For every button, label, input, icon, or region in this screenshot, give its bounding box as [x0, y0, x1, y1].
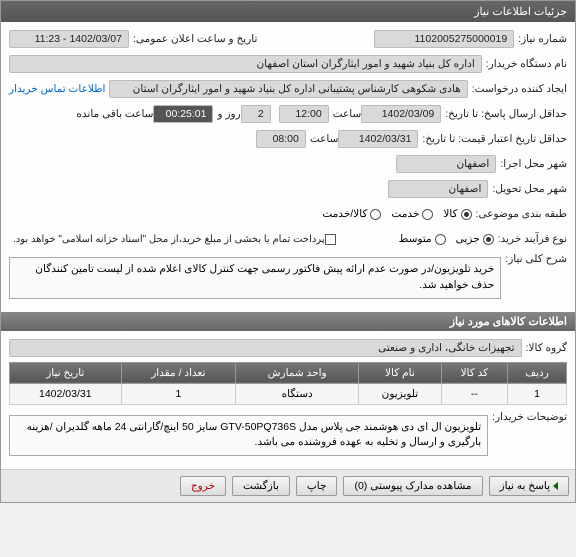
table-row[interactable]: 1 -- تلویزیون دستگاه 1 1402/03/31	[10, 383, 567, 404]
days-label: روز و	[213, 108, 240, 120]
req-creator-field: هادی شکوهی کارشناس پشتیبانی اداره کل بنی…	[109, 80, 467, 98]
td-code: --	[441, 383, 507, 404]
validity-time-field: 08:00	[256, 130, 306, 148]
goods-area: گروه کالا: تجهیزات خانگی، اداری و صنعتی …	[1, 331, 575, 470]
td-qty: 1	[121, 383, 236, 404]
exec-city-field: اصفهان	[396, 155, 496, 173]
payment-note: پرداخت تمام یا بخشی از مبلغ خرید،از محل …	[9, 234, 325, 245]
exec-city-label: شهر محل اجرا:	[496, 158, 567, 170]
days-field: 2	[241, 105, 271, 123]
cat-goods-radio[interactable]: کالا	[443, 208, 471, 220]
radio-icon	[461, 209, 472, 220]
th-date: تاریخ نیاز	[10, 362, 122, 383]
respond-button[interactable]: پاسخ به نیاز	[489, 476, 569, 496]
radio-icon	[422, 209, 433, 220]
need-desc-box: خرید تلویزیون/در صورت عدم ارائه پیش فاکت…	[9, 257, 501, 299]
th-code: کد کالا	[441, 362, 507, 383]
td-row: 1	[508, 383, 567, 404]
need-desc-label: شرح کلی نیاز:	[501, 253, 567, 265]
window-title: جزئیات اطلاعات نیاز	[474, 6, 567, 18]
req-creator-label: ایجاد کننده درخواست:	[468, 83, 567, 95]
th-qty: تعداد / مقدار	[121, 362, 236, 383]
print-button[interactable]: چاپ	[296, 476, 338, 496]
deadline-date-field: 1402/03/09	[361, 105, 441, 123]
attachments-button[interactable]: مشاهده مدارک پیوستی (0)	[343, 476, 482, 496]
td-unit: دستگاه	[236, 383, 359, 404]
buyer-notes-label: توضیحات خریدار:	[488, 411, 567, 423]
time-label-2: ساعت	[306, 133, 339, 145]
goods-table: ردیف کد کالا نام کالا واحد شمارش تعداد /…	[9, 362, 567, 405]
td-date: 1402/03/31	[10, 383, 122, 404]
proc-medium-radio[interactable]: متوسط	[399, 233, 446, 245]
remaining-label: ساعت باقی مانده	[72, 108, 153, 120]
radio-icon	[435, 234, 446, 245]
time-label-1: ساعت	[329, 108, 362, 120]
delivery-city-label: شهر محل تحویل:	[488, 183, 567, 195]
countdown-field: 00:25:01	[153, 105, 213, 123]
th-row: ردیف	[508, 362, 567, 383]
deadline-time-field: 12:00	[279, 105, 329, 123]
exit-button[interactable]: خروج	[180, 476, 226, 496]
process-radio-group: جزیی متوسط	[399, 233, 494, 245]
need-number-field: 1102005275000019	[374, 30, 514, 48]
validity-label: حداقل تاریخ اعتبار قیمت: تا تاریخ:	[418, 133, 567, 145]
goods-info-header: اطلاعات کالاهای مورد نیاز	[1, 312, 575, 331]
radio-icon	[370, 209, 381, 220]
announce-field: 1402/03/07 - 11:23	[9, 30, 129, 48]
payment-checkbox[interactable]	[325, 234, 336, 245]
delivery-city-field: اصفهان	[388, 180, 488, 198]
buyer-org-label: نام دستگاه خریدار:	[482, 58, 567, 70]
need-details-window: جزئیات اطلاعات نیاز شماره نیاز: 11020052…	[0, 0, 576, 503]
contact-buyer-link[interactable]: اطلاعات تماس خریدار	[9, 83, 109, 95]
th-unit: واحد شمارش	[236, 362, 359, 383]
announce-label: تاریخ و ساعت اعلان عمومی:	[129, 33, 257, 45]
th-name: نام کالا	[359, 362, 442, 383]
table-header-row: ردیف کد کالا نام کالا واحد شمارش تعداد /…	[10, 362, 567, 383]
cat-goods-service-radio[interactable]: کالا/خدمت	[322, 208, 381, 220]
need-number-label: شماره نیاز:	[514, 33, 567, 45]
goods-group-label: گروه کالا:	[522, 342, 567, 354]
td-name: تلویزیون	[359, 383, 442, 404]
category-radio-group: کالا خدمت کالا/خدمت	[322, 208, 471, 220]
process-label: نوع فرآیند خرید:	[494, 233, 567, 245]
buyer-org-field: اداره کل بنیاد شهید و امور ایثارگران است…	[9, 55, 482, 73]
validity-date-field: 1402/03/31	[338, 130, 418, 148]
goods-group-field: تجهیزات خانگی، اداری و صنعتی	[9, 339, 522, 357]
footer-toolbar: پاسخ به نیاز مشاهده مدارک پیوستی (0) چاپ…	[1, 469, 575, 502]
radio-icon	[483, 234, 494, 245]
form-area: شماره نیاز: 1102005275000019 تاریخ و ساع…	[1, 22, 575, 312]
buyer-notes-box: تلویزیون ال ای دی هوشمند جی پلاس مدل GTV…	[9, 415, 488, 457]
arrow-icon	[553, 482, 558, 490]
back-button[interactable]: بازگشت	[232, 476, 290, 496]
proc-partial-radio[interactable]: جزیی	[456, 233, 494, 245]
deadline-label: حداقل ارسال پاسخ: تا تاریخ:	[441, 108, 567, 120]
category-label: طبقه بندی موضوعی:	[472, 208, 567, 220]
window-titlebar: جزئیات اطلاعات نیاز	[1, 1, 575, 22]
cat-service-radio[interactable]: خدمت	[391, 208, 433, 220]
